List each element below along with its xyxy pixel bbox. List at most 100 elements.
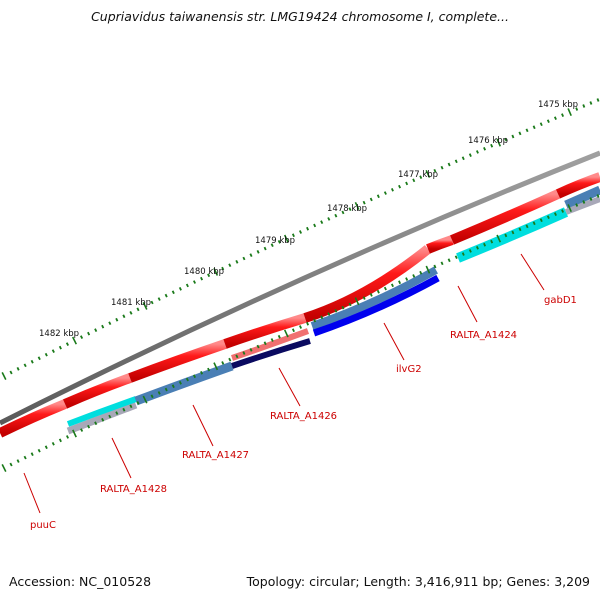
ruler-minor-tick	[192, 280, 197, 284]
ruler-minor-tick	[398, 280, 402, 285]
blast-hit-steelblue-2[interactable]	[310, 266, 438, 330]
leader-puuC	[23, 472, 41, 514]
ruler-minor-tick	[546, 215, 550, 219]
blast-hit-steelblue-1[interactable]	[134, 361, 234, 406]
ruler-minor-tick	[327, 312, 331, 316]
ruler-minor-tick	[334, 213, 338, 218]
ruler-minor-tick	[150, 300, 154, 305]
ruler-minor-tick	[575, 107, 579, 111]
ruler-major-tick	[1, 372, 7, 380]
ruler-minor-tick	[390, 188, 394, 192]
cds-ilvG2[interactable]	[303, 245, 432, 323]
ruler-minor-tick	[412, 274, 416, 278]
ruler-minor-tick	[298, 230, 303, 234]
ruler-minor-tick	[320, 220, 324, 224]
ruler-minor-tick	[546, 119, 550, 123]
ruler-minor-tick	[171, 384, 175, 389]
blast-hit-gray-2[interactable]	[564, 196, 600, 215]
kbp-label: 1476 kbp	[468, 136, 508, 146]
ruler-minor-tick	[483, 147, 487, 151]
ruler-minor-tick	[207, 367, 211, 372]
ruler-minor-tick	[221, 361, 225, 365]
ruler-minor-tick	[37, 356, 41, 361]
ruler-minor-tick	[475, 150, 479, 154]
gene-label-gabD1[interactable]: gabD1	[544, 295, 577, 306]
leader-RALTA_A1426	[278, 367, 301, 407]
ruler-minor-tick	[419, 175, 423, 179]
ruler-minor-tick	[369, 293, 373, 297]
cds-gabD1[interactable]	[555, 172, 600, 199]
ruler-minor-tick	[561, 209, 565, 213]
cds-RALTA_A1428[interactable]	[62, 373, 132, 409]
ruler-minor-tick	[447, 258, 451, 263]
blast-hit-blue[interactable]	[312, 274, 440, 337]
kbp-label: 1478 kbp	[327, 204, 367, 214]
gene-label-RALTA_A1424[interactable]: RALTA_A1424	[450, 330, 517, 341]
ruler-minor-tick	[313, 318, 317, 323]
ruler-minor-tick	[468, 249, 472, 253]
ruler-minor-tick	[313, 223, 317, 228]
gene-label-RALTA_A1427[interactable]: RALTA_A1427	[182, 450, 249, 461]
ruler-minor-tick	[405, 277, 409, 281]
ruler-minor-tick	[207, 273, 211, 278]
ruler-minor-tick	[80, 335, 84, 340]
ruler-major-tick	[354, 201, 360, 210]
ruler-minor-tick	[94, 421, 98, 426]
gene-label-ilvG2[interactable]: ilvG2	[396, 364, 422, 375]
ruler-minor-tick	[582, 200, 586, 204]
ruler-minor-tick	[362, 296, 366, 300]
ruler-minor-tick	[16, 367, 20, 371]
ruler-minor-tick	[249, 253, 253, 257]
cds-RALTA_A1427[interactable]	[128, 339, 227, 383]
gene-label-RALTA_A1426[interactable]: RALTA_A1426	[270, 411, 337, 422]
ruler-minor-tick	[483, 242, 487, 247]
kbp-label: 1475 kbp	[538, 100, 578, 110]
ruler-minor-tick	[383, 191, 387, 195]
gene-label-RALTA_A1428[interactable]: RALTA_A1428	[100, 484, 167, 495]
ruler-minor-tick	[433, 168, 437, 173]
ruler-minor-tick	[44, 352, 48, 357]
ruler-minor-tick	[348, 302, 352, 307]
ruler-minor-tick	[298, 325, 303, 329]
ruler-minor-tick	[164, 387, 168, 392]
ruler-minor-tick	[101, 418, 105, 422]
ruler-minor-tick	[461, 252, 465, 256]
ruler-major-tick	[142, 301, 148, 310]
ruler-minor-tick	[553, 116, 557, 120]
ruler-minor-tick	[122, 407, 126, 412]
cds-puuC[interactable]	[0, 399, 67, 438]
ruler-minor-tick	[16, 459, 20, 463]
ruler-minor-tick	[164, 293, 168, 298]
blast-hit-navy[interactable]	[231, 338, 311, 369]
ruler-minor-tick	[419, 270, 423, 275]
ruler-minor-tick	[376, 194, 380, 199]
ruler-minor-tick	[291, 233, 295, 238]
ruler-minor-tick	[341, 305, 345, 310]
ruler-minor-tick	[596, 98, 600, 102]
ruler-minor-tick	[582, 104, 586, 108]
blast-hit-gray[interactable]	[66, 401, 138, 435]
gene-label-puuC[interactable]: puuC	[30, 520, 56, 531]
blast-hit-cyan[interactable]	[66, 396, 137, 427]
ruler-minor-tick	[475, 246, 479, 250]
ruler-minor-tick	[504, 233, 508, 238]
ruler-major-tick	[567, 108, 572, 117]
ruler-minor-tick	[461, 156, 465, 161]
ruler-minor-tick	[525, 224, 529, 229]
ruler-minor-tick	[440, 165, 444, 170]
ruler-minor-tick	[200, 371, 204, 375]
cds-small[interactable]	[426, 235, 454, 254]
blast-hit-steelblue-3[interactable]	[564, 185, 600, 210]
leader-RALTA_A1428	[111, 437, 132, 479]
blast-hit-salmon[interactable]	[231, 328, 310, 361]
blast-hit-cyan-2[interactable]	[456, 207, 569, 263]
ruler-major-tick	[1, 464, 7, 472]
ruler-minor-tick	[23, 455, 27, 460]
ruler-minor-tick	[9, 370, 13, 375]
ruler-major-tick	[425, 265, 431, 274]
ruler-minor-tick	[235, 354, 239, 359]
cds-RALTA_A1424[interactable]	[450, 189, 561, 245]
cds-RALTA_A1426[interactable]	[223, 313, 307, 349]
ruler-minor-tick	[200, 276, 204, 281]
